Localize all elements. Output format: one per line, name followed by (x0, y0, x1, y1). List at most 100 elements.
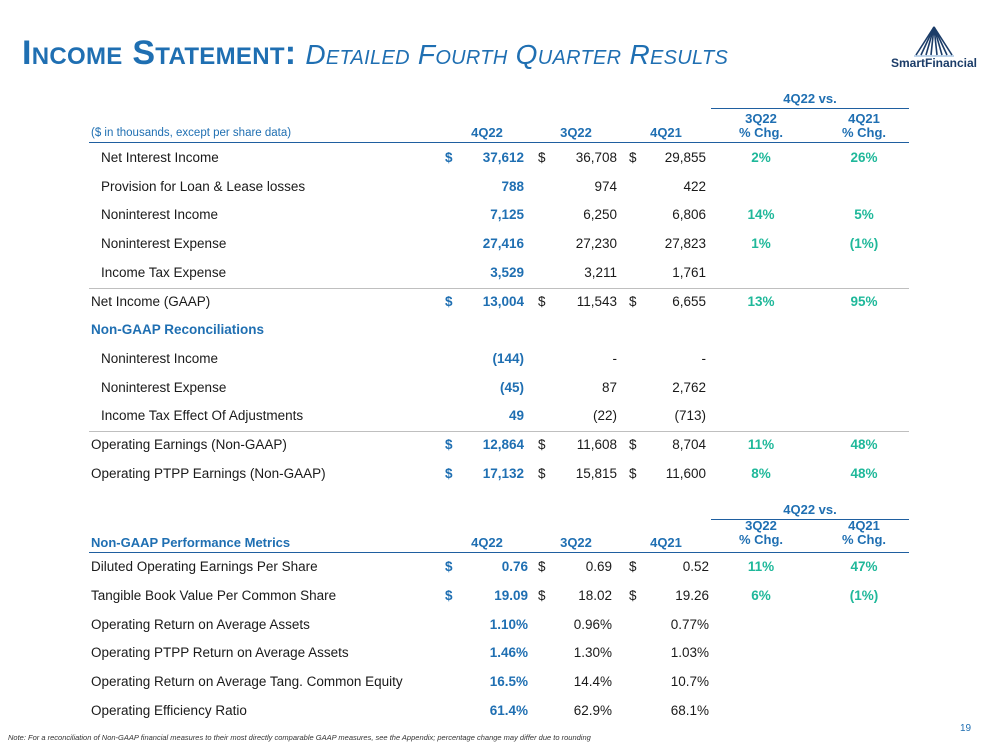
value-4q22: 788 (501, 178, 524, 194)
row-label: Operating PTPP Earnings (Non-GAAP) (91, 465, 326, 481)
value-3q22: 11,608 (576, 437, 617, 452)
col-header-3q22: 3Q22 (560, 125, 592, 140)
row-label: Noninterest Expense (101, 236, 227, 252)
value-3q22: 27,230 (575, 236, 617, 252)
value-4q22: 16.5% (489, 674, 528, 690)
row-label: Net Income (GAAP) (91, 293, 211, 309)
dollar-sign-4q21: $ (629, 559, 637, 574)
col-header-4q22: 4Q22 (471, 125, 503, 140)
value-4q21: 68.1% (670, 703, 709, 718)
pct-chg-4q21: (1%) (849, 236, 879, 252)
value-4q21: 27,823 (664, 236, 706, 252)
pct-chg-4q21: 47% (850, 559, 878, 574)
group-header: 4Q22 vs. (783, 91, 837, 106)
value-4q22: 0.76 (501, 559, 528, 574)
value-4q21: - (701, 350, 707, 366)
chg1-header-line2: % Chg. (738, 125, 784, 140)
value-3q22: 15,815 (575, 465, 617, 481)
pct-chg-4q21: 5% (854, 207, 874, 223)
table-caption: Non-GAAP Performance Metrics (91, 535, 291, 550)
title-main: Income Statement: (22, 34, 297, 72)
col-header-3q22: 3Q22 (560, 535, 592, 550)
pct-chg-3q22: 14% (747, 207, 775, 223)
logo-text: SmartFinancial (890, 56, 978, 70)
value-4q22: 1.10% (489, 616, 528, 632)
value-3q22: 0.69 (585, 559, 612, 574)
value-4q21: 2,762 (672, 379, 706, 395)
pct-chg-4q21: 95% (850, 293, 878, 309)
pct-chg-3q22: 11% (747, 437, 775, 452)
value-4q21: 0.52 (682, 559, 709, 574)
pct-chg-3q22: 8% (751, 465, 771, 481)
dollar-sign-4q21: $ (629, 293, 637, 309)
page-number: 19 (960, 723, 972, 734)
group-header-rule (711, 108, 909, 109)
row-label: Noninterest Income (101, 350, 219, 366)
chg1-header-line1: 3Q22 (745, 518, 777, 533)
row-label: Diluted Operating Earnings Per Share (91, 559, 318, 574)
value-4q21: 11,600 (665, 465, 706, 481)
value-4q21: 422 (683, 178, 706, 194)
row-separator (89, 287, 909, 289)
chg2-header-line2: % Chg. (841, 125, 887, 140)
chg2-header-line2: % Chg. (841, 532, 887, 547)
dollar-sign-3q22: $ (538, 293, 546, 309)
col-header-4q22: 4Q22 (471, 535, 503, 550)
value-3q22: 974 (594, 178, 617, 194)
chg2-header-line1: 4Q21 (848, 518, 880, 533)
dollar-sign-3q22: $ (538, 587, 546, 603)
value-4q21: 10.7% (670, 674, 709, 690)
row-label: Net Interest Income (101, 150, 219, 165)
header-rule (89, 142, 909, 143)
table-caption: ($ in thousands, except per share data) (91, 127, 292, 139)
value-3q22: - (612, 350, 618, 366)
value-3q22: 3,211 (584, 264, 617, 280)
value-4q21: 6,655 (672, 293, 706, 309)
value-3q22: 6,250 (583, 207, 617, 223)
dollar-sign-4q22: $ (445, 437, 453, 452)
value-4q22: 61.4% (489, 703, 528, 718)
dollar-sign-4q21: $ (629, 587, 637, 603)
value-3q22: 87 (601, 379, 617, 395)
value-4q22: 7,125 (490, 207, 524, 223)
pct-chg-3q22: 2% (751, 150, 771, 165)
dollar-sign-4q21: $ (629, 150, 637, 165)
value-4q22: 27,416 (482, 236, 524, 252)
value-4q22: 13,004 (482, 293, 524, 309)
row-label: Operating Efficiency Ratio (91, 703, 247, 718)
dollar-sign-3q22: $ (538, 465, 546, 481)
pct-chg-4q21: 48% (850, 437, 878, 452)
col-header-4q21: 4Q21 (650, 535, 682, 550)
row-label: Operating PTPP Return on Average Assets (91, 645, 349, 661)
row-label: Operating Return on Average Assets (91, 616, 310, 632)
footnote: Note: For a reconciliation of Non-GAAP f… (8, 733, 591, 742)
value-4q21: 29,855 (664, 150, 706, 165)
value-4q22: 37,612 (482, 150, 524, 165)
row-label: Income Tax Effect Of Adjustments (101, 408, 304, 424)
value-4q21: (713) (674, 408, 706, 424)
value-4q22: 3,529 (490, 264, 524, 280)
row-label: Operating Earnings (Non-GAAP) (91, 437, 287, 452)
value-4q22: 12,864 (482, 437, 524, 452)
pct-chg-3q22: 1% (751, 236, 771, 252)
value-3q22: 62.9% (573, 703, 612, 718)
dollar-sign-4q21: $ (629, 465, 637, 481)
row-label: Income Tax Expense (101, 264, 227, 280)
value-4q21: 0.77% (670, 616, 709, 632)
value-3q22: 36,708 (575, 150, 617, 165)
value-3q22: 14.4% (573, 674, 612, 690)
row-label: Noninterest Income (101, 207, 219, 223)
row-separator (89, 431, 909, 432)
pct-chg-3q22: 13% (747, 293, 775, 309)
row-label: Provision for Loan & Lease losses (101, 178, 306, 194)
value-3q22: 1.30% (573, 645, 612, 661)
dollar-sign-4q21: $ (629, 437, 637, 452)
value-4q21: 1,761 (672, 264, 706, 280)
value-4q22: 19.09 (494, 587, 528, 603)
col-header-4q21: 4Q21 (650, 125, 682, 140)
title-subtitle: Detailed Fourth Quarter Results (305, 39, 729, 70)
row-label: Tangible Book Value Per Common Share (91, 587, 337, 603)
dollar-sign-4q22: $ (445, 587, 453, 603)
value-4q21: 19.26 (675, 587, 709, 603)
dollar-sign-3q22: $ (538, 437, 546, 452)
